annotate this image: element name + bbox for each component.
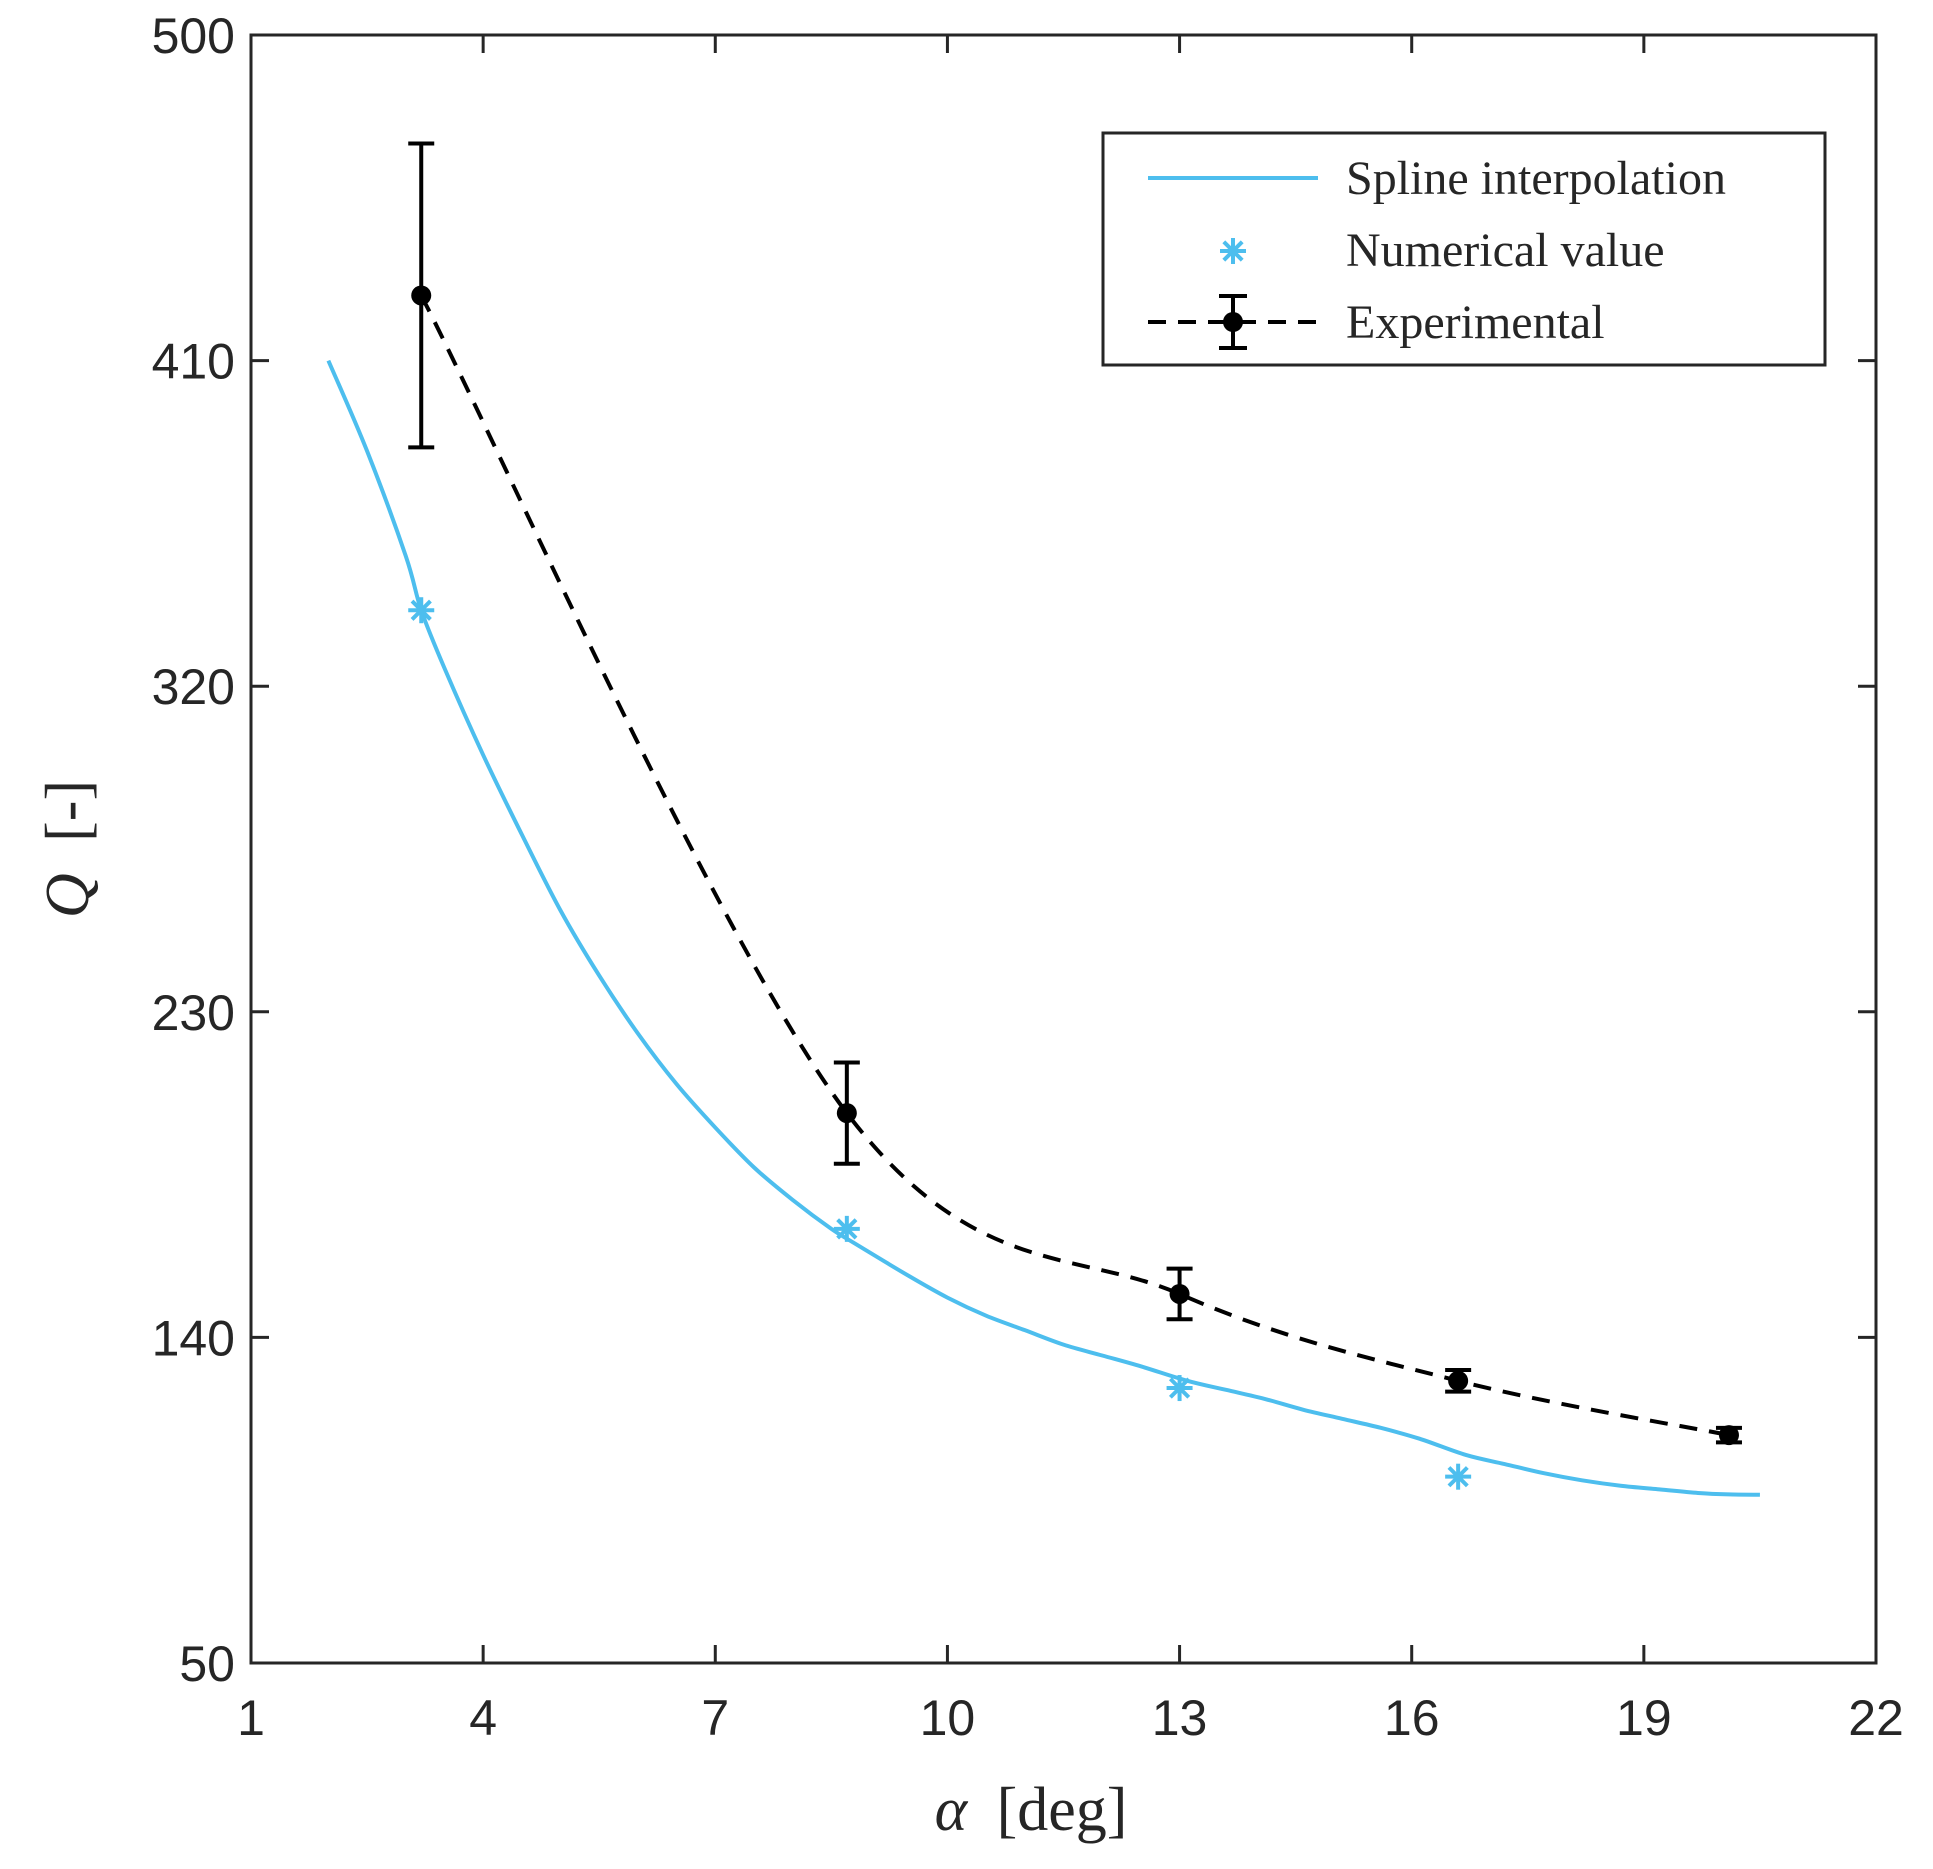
x-tick-label: 7 <box>701 1690 729 1746</box>
x-tick-label: 16 <box>1384 1690 1440 1746</box>
x-tick-label: 22 <box>1848 1690 1904 1746</box>
numerical-value-marker <box>408 597 435 624</box>
experimental-point <box>408 141 435 450</box>
y-axis-unit: [-] <box>34 780 102 842</box>
numerical-value-marker <box>1166 1375 1193 1402</box>
y-tick-label: 230 <box>152 985 235 1041</box>
legend-experimental-label: Experimental <box>1346 296 1605 349</box>
numerical-value-marker <box>1445 1463 1472 1490</box>
legend: Spline interpolation Numerical value Exp… <box>1101 131 1827 367</box>
experimental-point <box>1445 1367 1472 1394</box>
x-axis-title: α [deg] <box>935 1776 1128 1844</box>
x-tick-label: 1 <box>237 1690 265 1746</box>
y-tick-label: 500 <box>152 8 235 64</box>
x-axis-unit: [deg] <box>997 1776 1128 1844</box>
x-tick-label: 4 <box>469 1690 497 1746</box>
experimental-point <box>1715 1425 1742 1446</box>
x-tick-label: 13 <box>1152 1690 1208 1746</box>
y-tick-label: 50 <box>179 1636 235 1692</box>
legend-experimental-swatch <box>1148 294 1318 350</box>
series-layer <box>326 141 1760 1497</box>
plot-frame <box>249 33 1878 1665</box>
legend-numerical-label: Numerical value <box>1346 224 1665 277</box>
x-tick-label: 10 <box>920 1690 976 1746</box>
y-tick-label: 320 <box>152 659 235 715</box>
experimental-point <box>833 1060 860 1166</box>
x-tick-label: 19 <box>1616 1690 1672 1746</box>
y-axis-symbol: Q <box>34 873 102 918</box>
experimental-point <box>1166 1266 1193 1322</box>
y-axis-title: Q [-] <box>34 780 102 918</box>
x-axis-symbol: α <box>935 1776 969 1844</box>
y-tick-label: 410 <box>152 334 235 390</box>
spline-interpolation-line <box>326 359 1760 1497</box>
y-tick-label: 140 <box>152 1310 235 1366</box>
tick-labels: 1 4 7 10 13 16 19 22 50 140 230 320 410 500 <box>152 8 1904 1746</box>
legend-spline-label: Spline interpolation <box>1346 152 1726 205</box>
numerical-value-marker <box>833 1215 860 1242</box>
legend-numerical-swatch <box>1220 238 1246 264</box>
